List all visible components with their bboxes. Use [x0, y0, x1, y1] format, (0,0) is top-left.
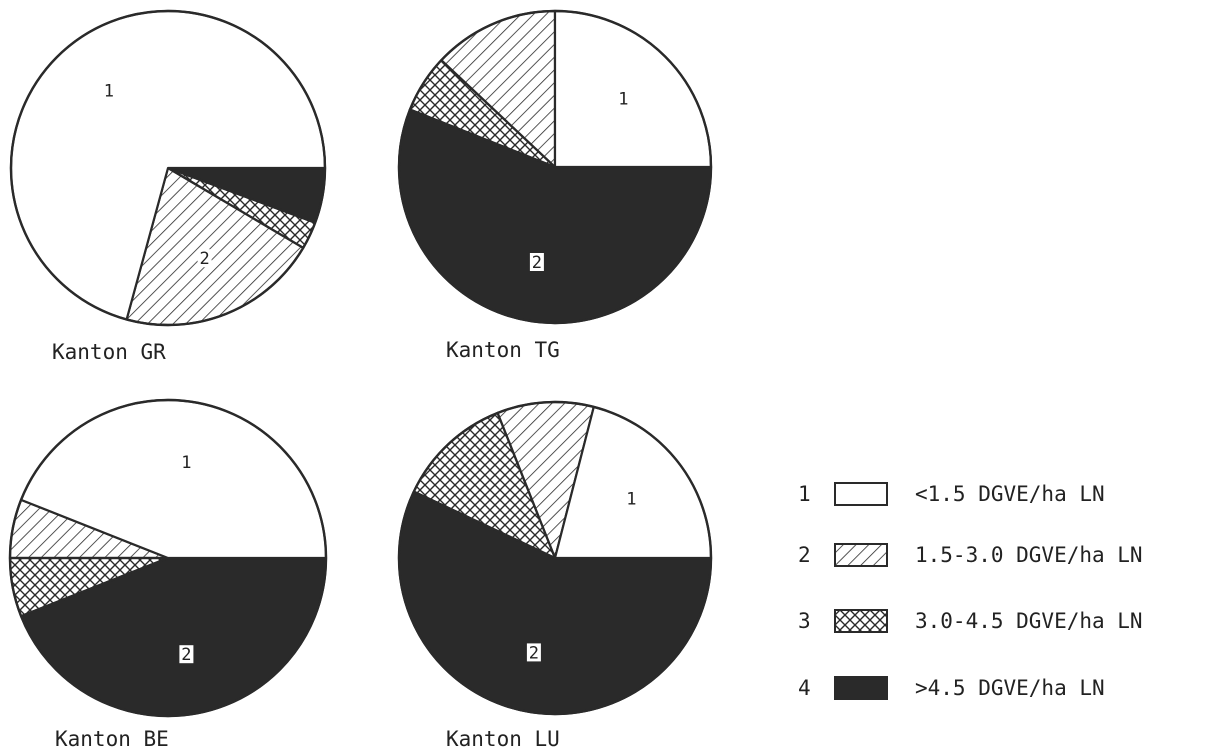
legend-label-4: >4.5 DGVE/ha LN	[915, 676, 1105, 700]
slice-label-2: 2	[199, 249, 209, 269]
legend-item-1: 1 <1.5 DGVE/ha LN	[798, 482, 1105, 506]
slice-label-1: 1	[104, 82, 114, 102]
legend-swatch-solid	[834, 676, 888, 700]
slice-label-1: 1	[626, 490, 636, 510]
pie-title: Kanton BE	[55, 727, 169, 751]
pie-kanton-lu: 1 2 Kanton LU	[397, 400, 713, 751]
pie-outline	[397, 400, 713, 716]
pie-outline	[9, 9, 327, 327]
legend-label-1: <1.5 DGVE/ha LN	[915, 482, 1105, 506]
legend-swatch-white	[834, 482, 888, 506]
pie-title: Kanton GR	[52, 340, 166, 364]
legend-item-4: 4 >4.5 DGVE/ha LN	[798, 676, 1105, 700]
legend-label-3: 3.0-4.5 DGVE/ha LN	[915, 609, 1143, 633]
pie-title: Kanton TG	[446, 338, 560, 362]
slice-label-4: 2	[529, 643, 539, 663]
legend-swatch-hatch	[834, 543, 888, 567]
slice-label-backdrop	[197, 249, 212, 268]
slice-label-4: 2	[181, 645, 191, 665]
legend-item-2: 2 1.5-3.0 DGVE/ha LN	[798, 543, 1143, 567]
pie-kanton-gr: 1 2 Kanton GR	[9, 9, 327, 364]
legend-item-3: 3 3.0-4.5 DGVE/ha LN	[798, 609, 1143, 633]
legend-number-4: 4	[798, 676, 811, 700]
legend-swatch-crosshatch	[834, 609, 888, 633]
pies: 1 2 Kanton GR 1 2 Kanton TG 1 2 Kanton BE 1 2 Kanto…	[8, 9, 713, 751]
slice-label-1: 1	[618, 90, 628, 110]
legend-number-1: 1	[798, 482, 811, 506]
pie-kanton-tg: 1 2 Kanton TG	[397, 9, 713, 362]
legend-number-2: 2	[798, 543, 811, 567]
pie-title: Kanton LU	[446, 727, 560, 751]
slice-label-1: 1	[181, 453, 191, 473]
legend-number-3: 3	[798, 609, 811, 633]
slice-1-white	[553, 9, 713, 169]
legend-label-2: 1.5-3.0 DGVE/ha LN	[915, 543, 1143, 567]
pie-outline	[8, 398, 328, 718]
slice-label-4: 2	[532, 253, 542, 273]
slice-label-backdrop	[179, 645, 194, 664]
slice-label-backdrop	[526, 643, 541, 662]
pie-kanton-be: 1 2 Kanton BE	[8, 398, 328, 751]
slice-label-backdrop	[529, 253, 544, 271]
legend: 1 <1.5 DGVE/ha LN 2 1.5-3.0 DGVE/ha LN 3…	[798, 482, 1143, 700]
pie-outline	[397, 9, 713, 325]
